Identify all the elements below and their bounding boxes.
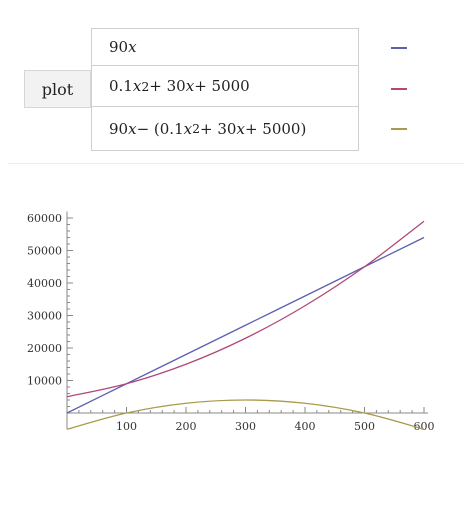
x-tick-label: 300 [235,420,256,433]
legend-swatch-2 [391,88,407,90]
x-tick-label: 500 [354,420,375,433]
y-tick-label: 50000 [27,245,62,258]
x-tick-label: 600 [414,420,435,433]
y-tick-label: 20000 [27,342,62,355]
y-tick-label: 10000 [27,375,62,388]
legend-swatch-3 [391,128,407,130]
series-line-2 [66,220,425,398]
separator [8,163,464,164]
plot-button[interactable]: plot [24,70,91,108]
series-line-3 [66,399,425,430]
series-line-1 [66,236,425,414]
x-tick-label: 200 [176,420,197,433]
y-tick-label: 30000 [27,310,62,323]
x-tick-label: 400 [295,420,316,433]
y-tick-label: 60000 [27,212,62,225]
function-input-1[interactable]: 90 x [91,28,359,66]
x-tick-label: 100 [116,420,137,433]
legend-swatch-1 [391,47,407,49]
y-tick-label: 40000 [27,277,62,290]
